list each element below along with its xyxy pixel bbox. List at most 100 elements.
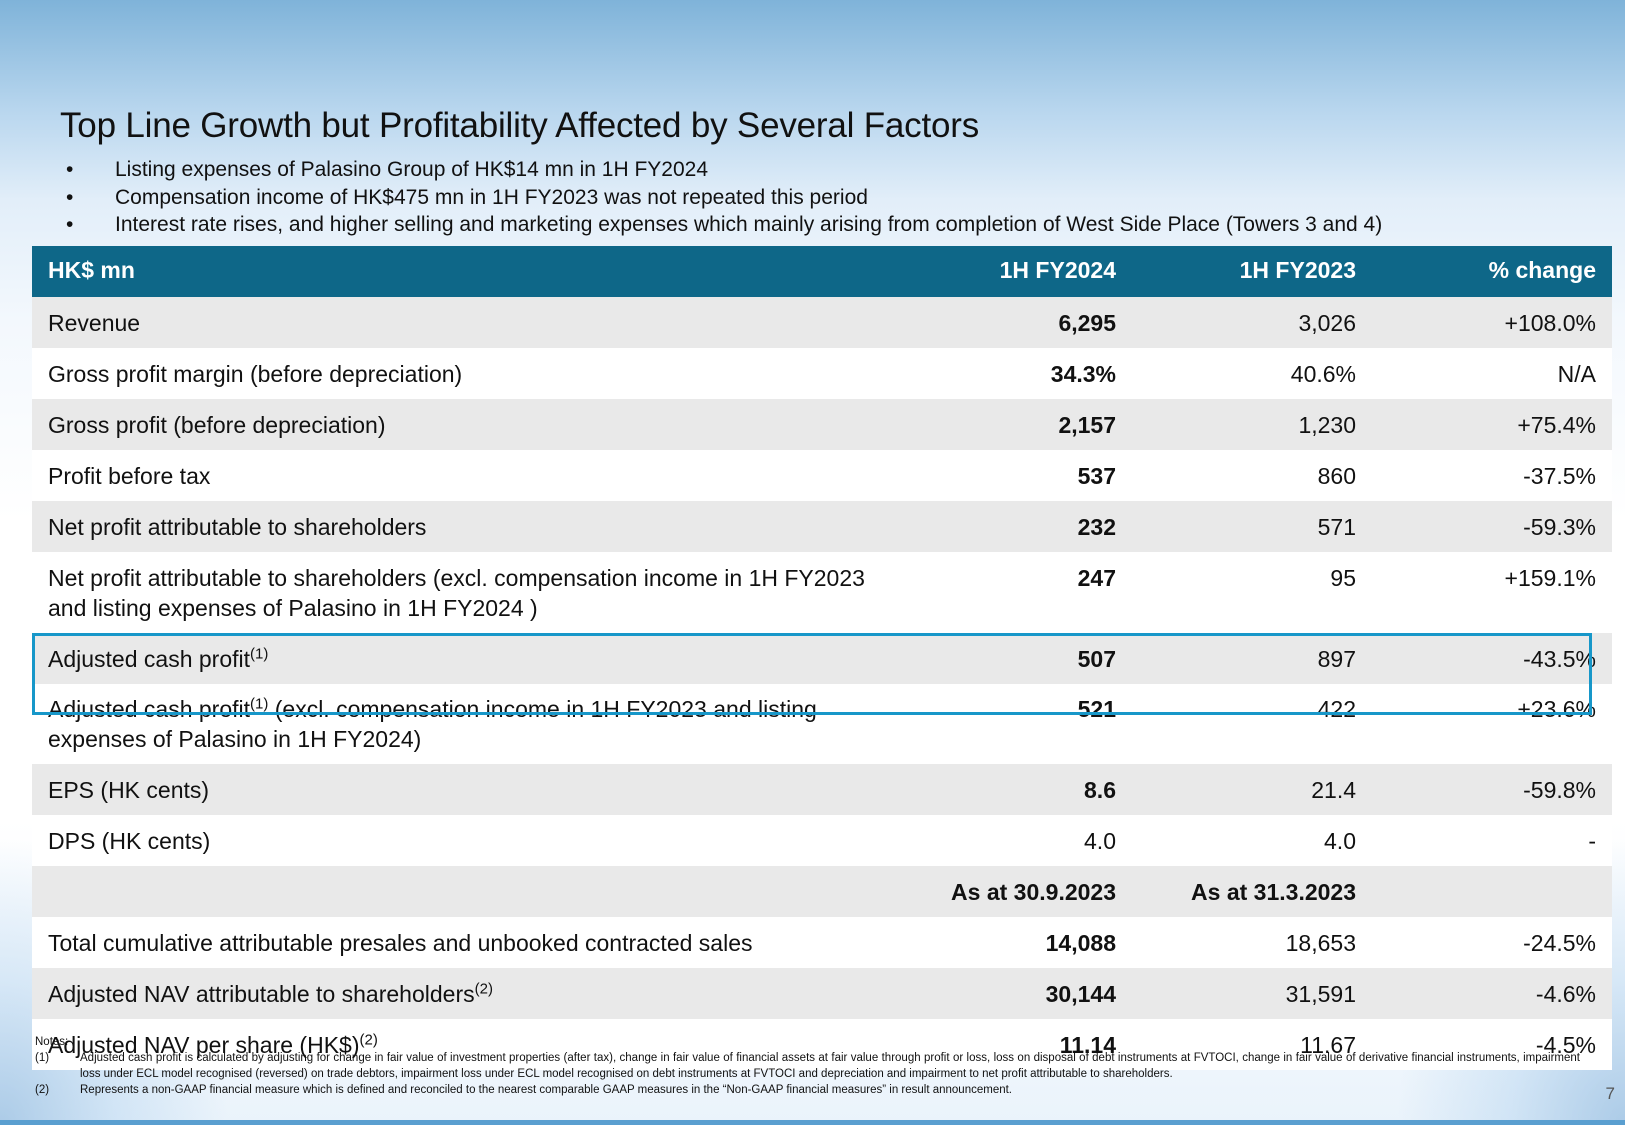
notes-header: Notes: [35, 1036, 69, 1048]
subheader-blank [1372, 866, 1612, 917]
table-row: Adjusted NAV per share (HK$)(2) 11.14 11… [32, 1019, 1612, 1070]
value-as-at-31-3-2023: 11.67 [1132, 1019, 1372, 1070]
value-fy2023: 3,026 [1132, 297, 1372, 348]
bullet-list: • Listing expenses of Palasino Group of H… [66, 156, 1382, 239]
value-change: +75.4% [1372, 399, 1612, 450]
row-label: Net profit attributable to shareholders … [32, 552, 892, 633]
bullet-item: • Interest rate rises, and higher selling… [66, 211, 1382, 239]
subheader-as-at-31-3-2023: As at 31.3.2023 [1132, 866, 1372, 917]
row-label: Adjusted cash profit(1) [32, 633, 892, 684]
value-change: +23.6% [1372, 684, 1612, 764]
table-row: EPS (HK cents) 8.6 21.4 -59.8% [32, 764, 1612, 815]
row-label: Net profit attributable to shareholders [32, 501, 892, 552]
bullet-item: • Compensation income of HK$475 mn in 1H … [66, 184, 1382, 212]
table-row: Revenue 6,295 3,026 +108.0% [32, 297, 1612, 348]
table-row: Adjusted NAV attributable to shareholder… [32, 968, 1612, 1019]
value-fy2024: 537 [892, 450, 1132, 501]
table-row: Gross profit margin (before depreciation… [32, 348, 1612, 399]
value-change: - [1372, 815, 1612, 866]
header-unit: HK$ mn [32, 246, 892, 297]
row-label: Gross profit margin (before depreciation… [32, 348, 892, 399]
table-row: Adjusted cash profit(1) 507 897 -43.5% [32, 633, 1612, 684]
bottom-accent-bar [0, 1120, 1625, 1125]
slide-title: Top Line Growth but Profitability Affect… [60, 106, 980, 145]
value-fy2023: 95 [1132, 552, 1372, 633]
subheader-blank [32, 866, 892, 917]
value-fy2023: 422 [1132, 684, 1372, 764]
footnote-ref: (1) [250, 695, 269, 713]
value-fy2024: 232 [892, 501, 1132, 552]
bullet-text: Compensation income of HK$475 mn in 1H F… [115, 185, 868, 209]
value-fy2023: 1,230 [1132, 399, 1372, 450]
footnote-text: Represents a non-GAAP financial measure … [80, 1084, 1013, 1096]
value-fy2024: 507 [892, 633, 1132, 684]
row-label: DPS (HK cents) [32, 815, 892, 866]
row-label: Total cumulative attributable presales a… [32, 917, 892, 968]
value-fy2023: 897 [1132, 633, 1372, 684]
value-change: -59.3% [1372, 501, 1612, 552]
value-change: N/A [1372, 348, 1612, 399]
bullet-glyph: • [66, 213, 74, 236]
value-change: +108.0% [1372, 297, 1612, 348]
value-change: -4.6% [1372, 968, 1612, 1019]
value-fy2024: 4.0 [892, 815, 1132, 866]
table-row-highlighted: Adjusted cash profit(1) (excl. compensat… [32, 684, 1612, 764]
value-fy2024: 2,157 [892, 399, 1132, 450]
value-fy2023: 571 [1132, 501, 1372, 552]
value-fy2024: 8.6 [892, 764, 1132, 815]
footnotes: Notes: (1) Adjusted cash profit is calcu… [35, 1034, 1580, 1098]
bullet-item: • Listing expenses of Palasino Group of H… [66, 156, 1382, 184]
table-row: Total cumulative attributable presales a… [32, 917, 1612, 968]
value-as-at-31-3-2023: 31,591 [1132, 968, 1372, 1019]
table-header-row: HK$ mn 1H FY2024 1H FY2023 % change [32, 246, 1612, 297]
value-change: -59.8% [1372, 764, 1612, 815]
header-percent-change: % change [1372, 246, 1612, 297]
row-label: Gross profit (before depreciation) [32, 399, 892, 450]
footnote-ref: (2) [474, 980, 493, 998]
footnote-item: (2) Represents a non-GAAP financial meas… [35, 1082, 1580, 1098]
header-1h-fy2024: 1H FY2024 [892, 246, 1132, 297]
financial-summary-table: HK$ mn 1H FY2024 1H FY2023 % change Reve… [32, 246, 1612, 1070]
value-change: -4.5% [1372, 1019, 1612, 1070]
table-row: Net profit attributable to shareholders … [32, 552, 1612, 633]
row-label: EPS (HK cents) [32, 764, 892, 815]
footnote-number: (2) [35, 1084, 50, 1096]
value-fy2024: 6,295 [892, 297, 1132, 348]
table-row: Profit before tax 537 860 -37.5% [32, 450, 1612, 501]
footnote-item: (1) Adjusted cash profit is calculated b… [35, 1050, 1580, 1082]
value-change: -37.5% [1372, 450, 1612, 501]
footnote-ref: (1) [250, 645, 269, 663]
value-fy2023: 860 [1132, 450, 1372, 501]
header-1h-fy2023: 1H FY2023 [1132, 246, 1372, 297]
value-fy2024: 521 [892, 684, 1132, 764]
table-row: Gross profit (before depreciation) 2,157… [32, 399, 1612, 450]
value-fy2023: 4.0 [1132, 815, 1372, 866]
bullet-text: Interest rate rises, and higher selling … [115, 213, 1383, 236]
row-label: Revenue [32, 297, 892, 348]
row-label: Adjusted NAV per share (HK$)(2) [32, 1019, 892, 1070]
table-subheader-row: As at 30.9.2023 As at 31.3.2023 [32, 866, 1612, 917]
row-label: Profit before tax [32, 450, 892, 501]
value-change: -43.5% [1372, 633, 1612, 684]
bullet-glyph: • [66, 158, 74, 181]
subheader-as-at-30-9-2023: As at 30.9.2023 [892, 866, 1132, 917]
value-as-at-30-9-2023: 30,144 [892, 968, 1132, 1019]
table-row: DPS (HK cents) 4.0 4.0 - [32, 815, 1612, 866]
bullet-text: Listing expenses of Palasino Group of HK… [115, 158, 709, 181]
value-fy2024: 34.3% [892, 348, 1132, 399]
value-as-at-31-3-2023: 18,653 [1132, 917, 1372, 968]
table-row: Net profit attributable to shareholders … [32, 501, 1612, 552]
value-fy2023: 21.4 [1132, 764, 1372, 815]
value-fy2024: 247 [892, 552, 1132, 633]
footnote-number: (1) [35, 1052, 50, 1064]
value-as-at-30-9-2023: 14,088 [892, 917, 1132, 968]
bullet-glyph: • [66, 185, 74, 209]
value-fy2023: 40.6% [1132, 348, 1372, 399]
value-change: +159.1% [1372, 552, 1612, 633]
row-label: Adjusted NAV attributable to shareholder… [32, 968, 892, 1019]
value-as-at-30-9-2023: 11.14 [892, 1019, 1132, 1070]
row-label: Adjusted cash profit(1) (excl. compensat… [32, 684, 892, 764]
value-change: -24.5% [1372, 917, 1612, 968]
page-number: 7 [1605, 1084, 1615, 1103]
footnote-text: Adjusted cash profit is calculated by ad… [80, 1052, 1580, 1080]
